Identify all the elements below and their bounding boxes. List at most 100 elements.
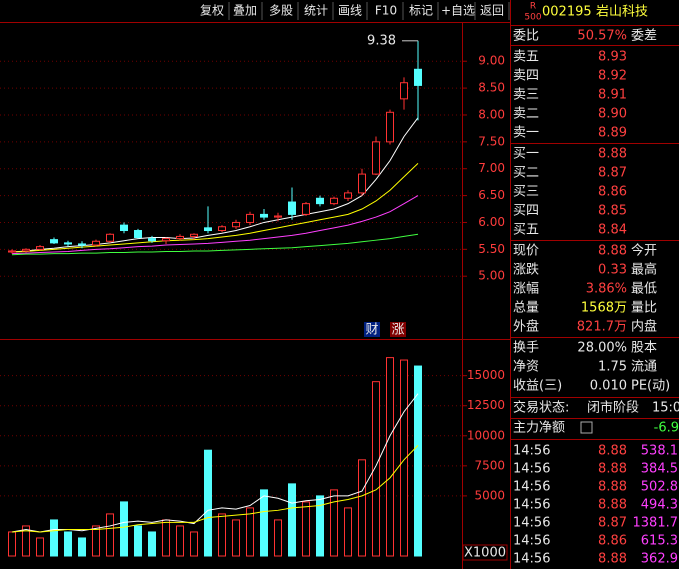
trade-price: 8.86 xyxy=(598,534,627,549)
volume-bar xyxy=(92,525,100,557)
y-tick-label: 6.50 xyxy=(478,188,505,202)
toolbar-button[interactable]: 统计 xyxy=(304,4,328,18)
volume-bar xyxy=(302,501,310,557)
main-net-value: -6.9 xyxy=(654,421,679,436)
ask-label: 卖五 xyxy=(513,50,539,65)
candle-body xyxy=(134,230,142,239)
trade-price: 8.88 xyxy=(598,444,627,459)
ask-price: 8.91 xyxy=(598,88,627,103)
trade-volume: 384.5 xyxy=(641,462,678,477)
y-tick-label: 10000 xyxy=(467,428,505,442)
high-label: 9.38 xyxy=(367,33,396,48)
stat-label: 涨跌 xyxy=(513,262,539,278)
y-tick-label: 7.50 xyxy=(478,134,505,148)
candle-body xyxy=(190,233,198,237)
candle-body xyxy=(8,250,16,253)
candle-body xyxy=(64,242,72,245)
stat-label: 总量 xyxy=(513,301,539,316)
toolbar-button[interactable]: F10 xyxy=(375,4,397,18)
stat-label: 换手 xyxy=(513,341,539,356)
main-net-icon[interactable] xyxy=(580,421,593,434)
y-tick-label: 5000 xyxy=(474,488,505,502)
stat-label: 净资 xyxy=(513,360,539,375)
trade-price: 8.88 xyxy=(598,462,627,477)
candle-body xyxy=(148,238,156,242)
status-time: 15:0 xyxy=(652,401,679,416)
candle-body xyxy=(176,235,184,240)
stat-value: 3.86% xyxy=(586,282,627,297)
candle-body xyxy=(246,213,254,223)
badge: 财 xyxy=(365,323,378,338)
badge-box xyxy=(364,322,380,337)
stock-code: 002195 xyxy=(542,5,592,20)
stat-value: 821.7万 xyxy=(577,320,627,335)
main-net-label: 主力净额 xyxy=(513,421,565,436)
volume-bar xyxy=(120,501,128,557)
volume-bar xyxy=(232,519,240,557)
toolbar-button[interactable]: 返回 xyxy=(480,4,504,18)
y-tick-label: 7.00 xyxy=(478,161,505,175)
stat-label: 外盘 xyxy=(513,319,539,335)
stat-value: 1568万 xyxy=(581,301,627,316)
candle-body xyxy=(232,221,240,228)
y-tick-label: 6.00 xyxy=(478,215,505,229)
trade-time: 14:56 xyxy=(513,444,550,459)
volume-bar xyxy=(50,519,58,557)
toolbar-button[interactable]: +自选 xyxy=(441,4,475,18)
trade-price: 8.88 xyxy=(598,480,627,495)
candle-body xyxy=(330,197,338,205)
volume-bar xyxy=(274,519,282,557)
bid-label: 买四 xyxy=(513,204,539,219)
status-label: 交易状态: xyxy=(513,400,569,416)
stat-label: 流通 xyxy=(631,360,657,375)
candle-body xyxy=(78,243,86,246)
badge: 涨 xyxy=(391,323,404,338)
candle-body xyxy=(400,82,408,100)
bid-label: 买三 xyxy=(513,185,539,200)
volume-bar xyxy=(176,525,184,557)
candle-body xyxy=(302,203,310,215)
volume-bar xyxy=(218,513,226,557)
y-tick-label: 12500 xyxy=(467,398,505,412)
bid-label: 买五 xyxy=(513,223,539,238)
candle-body xyxy=(22,248,30,252)
volume-bar xyxy=(414,365,422,557)
trade-time: 14:56 xyxy=(513,516,550,531)
volume-bar xyxy=(344,507,352,557)
volume-bar xyxy=(330,489,338,557)
volume-bar xyxy=(106,513,114,557)
ask-label: 卖二 xyxy=(513,107,539,122)
volume-bar xyxy=(190,531,198,557)
candle-body xyxy=(106,233,114,242)
toolbar-button[interactable]: 画线 xyxy=(338,4,362,18)
trade-volume: 1381.7 xyxy=(633,516,679,531)
toolbar-button[interactable]: 叠加 xyxy=(233,4,257,18)
stat-label: 股本 xyxy=(631,341,657,356)
volume-bar xyxy=(288,483,296,557)
trade-price: 8.88 xyxy=(598,498,627,513)
toolbar-button[interactable]: 多股 xyxy=(269,4,293,18)
candle-body xyxy=(120,224,128,232)
ask-label: 卖三 xyxy=(513,88,539,103)
row-value: 50.57% xyxy=(577,29,627,44)
candle-body xyxy=(372,141,380,175)
candle-body xyxy=(260,213,268,218)
stat-label: 量比 xyxy=(631,301,657,316)
toolbar-button[interactable]: 标记 xyxy=(409,4,433,18)
volume-bar xyxy=(134,525,142,557)
stat-label: 现价 xyxy=(513,244,539,259)
stat-label: 最低 xyxy=(631,282,657,297)
ask-price: 8.89 xyxy=(598,126,627,141)
bid-price: 8.86 xyxy=(598,185,627,200)
candle-body xyxy=(36,246,44,250)
volume-bar xyxy=(36,537,44,557)
candle-body xyxy=(218,226,226,232)
candle-body xyxy=(162,238,170,242)
toolbar-button[interactable]: 复权 xyxy=(200,4,224,18)
volume-bar xyxy=(8,531,16,557)
volume-bar xyxy=(358,459,366,557)
trade-price: 8.87 xyxy=(598,516,627,531)
candle-body xyxy=(386,111,394,143)
